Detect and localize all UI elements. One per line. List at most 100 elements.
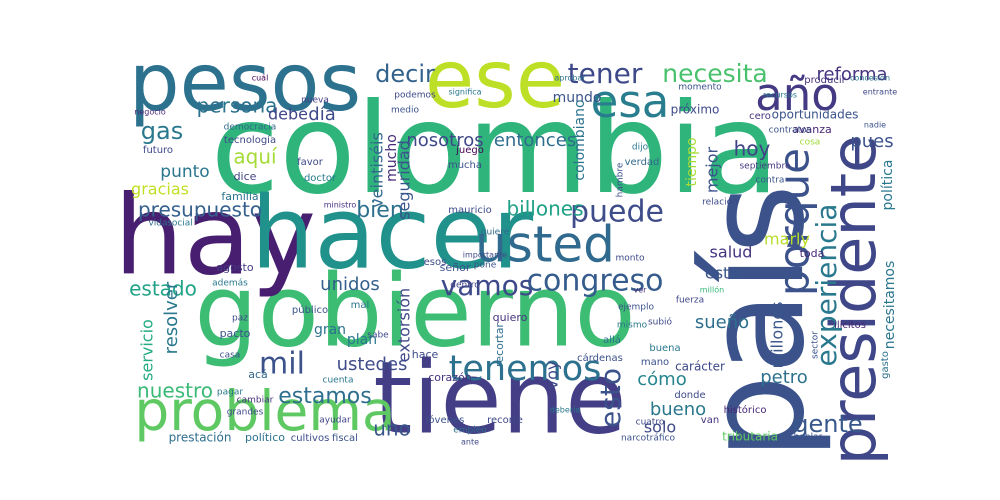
word: servicio — [138, 319, 157, 381]
word: agosto — [216, 261, 253, 274]
word: ayudar — [319, 416, 351, 426]
word: petro — [760, 367, 808, 388]
word: van — [701, 415, 719, 426]
word: carácter — [675, 360, 725, 374]
word: relación — [702, 197, 738, 208]
word: mal — [351, 300, 370, 311]
word: casa — [220, 351, 241, 361]
word: grandes — [227, 408, 264, 418]
word: billones — [506, 197, 583, 221]
word: ejemplo — [618, 303, 655, 313]
word: democracia — [224, 123, 277, 133]
word: nadie — [864, 121, 886, 130]
word: narcotráfico — [621, 434, 676, 444]
word: favor — [297, 157, 324, 168]
word: seguridad — [395, 140, 414, 220]
word: tributaria — [722, 430, 778, 444]
word: gasto — [880, 351, 891, 379]
word: ese — [425, 33, 565, 126]
word: cuál — [252, 74, 269, 83]
word: doctor — [304, 173, 337, 184]
word: mucha — [448, 160, 482, 171]
word: necesitamos — [882, 261, 898, 350]
word: medio — [391, 106, 420, 116]
word: fuerza — [676, 296, 704, 306]
word: millones — [768, 301, 787, 368]
word: vamos — [441, 269, 534, 302]
word: resolver — [161, 281, 182, 354]
word: presidente — [817, 135, 890, 465]
word: donde — [674, 390, 705, 401]
word: uno — [373, 417, 411, 441]
word: mismo — [617, 321, 648, 331]
word: puede — [570, 195, 664, 230]
word: porque — [770, 148, 819, 296]
word: contra — [756, 176, 785, 186]
word: esto — [594, 368, 627, 428]
word: salud — [710, 243, 753, 262]
word: tecnología — [224, 134, 276, 146]
word: pone — [474, 261, 497, 271]
word: ministro — [324, 201, 357, 210]
word: año — [755, 68, 839, 121]
word: dice — [234, 170, 257, 183]
word: oportunidades — [772, 108, 859, 122]
word: paz — [232, 314, 248, 324]
word: verdad — [625, 157, 660, 168]
word: gobierno — [194, 252, 635, 369]
word: problema — [134, 379, 395, 443]
word: gracias — [131, 180, 189, 199]
word: hace — [412, 348, 439, 361]
word: entonces — [494, 130, 576, 151]
word: prestación — [169, 431, 232, 445]
word: tenemos — [449, 349, 602, 389]
word: presupuesto — [138, 198, 262, 222]
word: cárdenas — [577, 352, 623, 364]
word: juego — [455, 145, 484, 156]
word: entrante — [863, 88, 898, 97]
word: unidos — [320, 274, 380, 295]
word: hay — [114, 171, 316, 299]
word: ustedes — [337, 354, 408, 375]
word: hablar — [794, 433, 823, 443]
word: ilícitos — [834, 319, 866, 331]
word: monto — [615, 254, 645, 264]
word: sector — [811, 331, 821, 359]
word: cuatro — [636, 418, 665, 428]
word: próximo — [671, 103, 720, 117]
word: mundo — [553, 90, 602, 106]
word: sabe — [367, 331, 389, 341]
word: plan — [347, 332, 377, 348]
word: mucho — [384, 134, 400, 182]
word: toda — [800, 247, 825, 260]
word: hacer — [251, 174, 534, 291]
word: experiencia — [810, 204, 843, 367]
word: congreso — [526, 264, 663, 299]
word: mauricio — [448, 205, 492, 216]
word: cero — [749, 111, 771, 122]
word: importante — [463, 251, 508, 260]
word: dijo — [632, 143, 649, 153]
word: solo — [644, 418, 676, 437]
word: día — [308, 104, 335, 125]
word: hoy — [734, 137, 771, 161]
word: ver — [634, 286, 648, 295]
word: fiscal — [332, 433, 358, 444]
word: señor — [440, 261, 471, 274]
word: social — [167, 219, 193, 229]
word: podemos — [394, 91, 436, 101]
word: contratos — [769, 126, 812, 136]
word: gas — [141, 117, 183, 145]
word: estamos — [278, 384, 371, 409]
word: extorsión — [395, 288, 414, 362]
word: cosa — [800, 138, 821, 148]
word: subió — [648, 317, 673, 328]
word: punto — [160, 162, 209, 182]
word: nueva — [301, 96, 329, 106]
word: usted — [475, 216, 615, 274]
word: esa — [591, 75, 670, 128]
word: ante — [461, 438, 479, 447]
word: política — [880, 160, 896, 211]
